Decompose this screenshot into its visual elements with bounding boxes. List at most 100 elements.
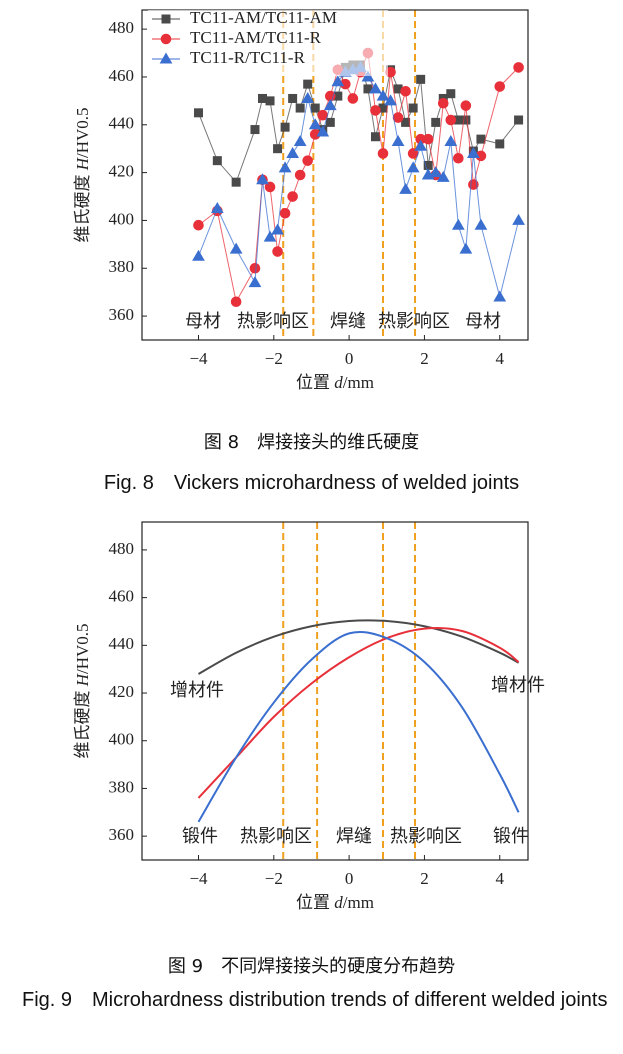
marker	[376, 89, 390, 101]
marker	[446, 89, 456, 99]
y-axis-label: 维氏硬度 H/HV0.5	[73, 107, 92, 242]
x-tick-label: −2	[265, 869, 283, 888]
marker	[408, 103, 418, 113]
marker	[278, 161, 292, 173]
x-tick-label: −4	[189, 869, 208, 888]
marker	[323, 99, 337, 111]
x-axis-label-part: /mm	[343, 373, 374, 392]
marker	[422, 133, 434, 145]
region-label: 焊缝	[336, 826, 372, 846]
region-label: 锻件	[182, 826, 218, 846]
marker	[273, 144, 283, 154]
marker	[249, 262, 261, 274]
marker	[193, 219, 204, 231]
marker	[451, 218, 465, 230]
marker	[293, 135, 307, 147]
caption-en: Fig. 9 Microhardness distribution trends…	[22, 989, 608, 1011]
x-axis-label-part: d	[334, 373, 343, 392]
marker	[436, 170, 450, 182]
marker	[369, 82, 382, 94]
marker	[377, 148, 389, 159]
marker	[230, 296, 242, 308]
marker	[263, 230, 277, 242]
marker	[370, 132, 380, 142]
legend-marker	[159, 52, 173, 64]
marker	[192, 249, 205, 261]
y-tick-label: 360	[109, 825, 135, 844]
marker	[512, 213, 525, 225]
marker	[325, 117, 335, 127]
x-axis-label: 位置 d/mm	[296, 893, 374, 912]
marker	[444, 135, 458, 147]
marker	[460, 100, 472, 111]
marker	[461, 115, 471, 125]
marker	[210, 201, 224, 213]
x-axis-label-part: 位置	[296, 373, 334, 392]
x-tick-label: 0	[345, 349, 354, 368]
marker	[474, 218, 488, 230]
marker	[303, 79, 313, 89]
series-line	[198, 51, 519, 304]
marker	[453, 152, 464, 164]
marker	[294, 169, 306, 181]
marker	[258, 93, 268, 103]
region-label: 热影响区	[390, 826, 462, 846]
marker	[445, 114, 457, 126]
x-axis-label-part: 位置	[296, 893, 334, 912]
series-line	[197, 619, 520, 675]
side-label: 增材件	[491, 675, 545, 695]
marker	[514, 115, 524, 125]
y-axis-label-part: /HV0.5	[73, 107, 92, 158]
y-tick-label: 420	[109, 162, 135, 181]
marker	[310, 103, 320, 113]
y-tick-label: 360	[109, 305, 135, 324]
x-axis-label-part: d	[334, 893, 343, 912]
region-label: 热影响区	[378, 311, 450, 331]
caption: 图 9 不同焊接接头的硬度分布趋势	[167, 956, 456, 977]
marker	[279, 207, 291, 219]
marker	[265, 96, 275, 106]
marker	[250, 125, 260, 135]
marker	[400, 86, 411, 97]
x-tick-label: 0	[345, 869, 354, 888]
marker	[316, 125, 330, 137]
marker	[301, 91, 315, 103]
region-label: 母材	[465, 311, 501, 331]
marker	[493, 290, 507, 302]
y-tick-label: 400	[109, 730, 135, 749]
marker	[295, 103, 305, 113]
y-axis-label-part: H	[73, 672, 92, 687]
marker	[231, 177, 241, 187]
y-tick-label: 380	[109, 257, 135, 276]
chart: 360 380 400 420 440 460 480 −4 −2 0 2 4 位置 d/mm 维氏硬度 …	[73, 521, 545, 912]
marker	[391, 135, 405, 147]
marker	[429, 166, 443, 178]
legend-label: TC11-AM/TC11-AM	[190, 8, 337, 27]
region-label: 母材	[185, 311, 221, 331]
marker	[467, 146, 480, 158]
chart: 360 380 400 420 440 460 480 −4 −2 0 2 4 位置 d/mm 维氏硬度 …	[73, 8, 529, 392]
x-tick-label: 4	[496, 869, 505, 888]
region-label: 锻件	[493, 826, 529, 846]
series-line	[197, 627, 520, 799]
y-tick-label: 480	[109, 539, 135, 558]
marker	[459, 242, 473, 254]
marker	[416, 74, 426, 84]
y-tick-label: 460	[109, 587, 135, 606]
marker	[288, 93, 298, 103]
legend-box	[148, 10, 388, 76]
y-axis-label-part: 维氏硬度	[73, 686, 92, 758]
x-tick-label: −4	[189, 349, 208, 368]
marker	[280, 122, 290, 132]
marker	[399, 182, 412, 194]
legend-marker	[160, 33, 172, 45]
plot-frame	[141, 521, 529, 861]
marker	[302, 155, 313, 166]
y-tick-label: 380	[109, 777, 135, 796]
marker	[264, 181, 276, 193]
x-tick-label: 2	[420, 349, 429, 368]
marker	[256, 173, 269, 185]
x-tick-label: 2	[420, 869, 429, 888]
marker	[308, 118, 322, 130]
